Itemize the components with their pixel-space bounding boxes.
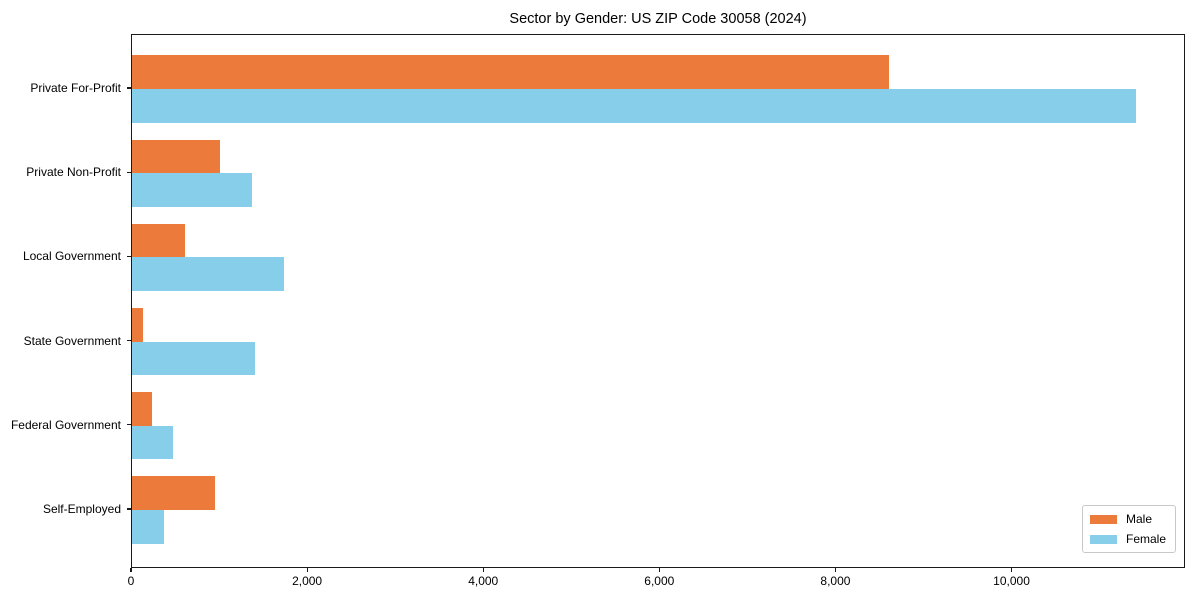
ytick-label-private-for-profit: Private For-Profit (30, 81, 121, 95)
legend-swatch-female (1089, 534, 1117, 544)
xtick-label-0: 0 (127, 574, 135, 588)
ytick-mark (127, 171, 131, 173)
ytick-mark (127, 87, 131, 89)
bar-female-federal-government (132, 425, 174, 460)
ytick-mark (127, 255, 131, 257)
bar-male-self-employed (132, 476, 215, 510)
bar-female-private-non-profit (132, 173, 252, 207)
ytick-mark (127, 508, 131, 510)
legend-entry-male: Male (1089, 512, 1166, 526)
xtick-label-4000: 4,000 (468, 574, 499, 588)
xtick-label-8000: 8,000 (820, 574, 851, 588)
plot-area: Male Female (131, 34, 1185, 568)
legend-swatch-male (1089, 514, 1117, 524)
xtick-mark (306, 568, 308, 572)
bar-male-private-non-profit (132, 139, 221, 174)
ytick-label-federal-government: Federal Government (10, 417, 121, 432)
ytick-mark (127, 340, 131, 342)
bar-male-local-government (132, 223, 185, 258)
xtick-label-10000: 10,000 (993, 574, 1030, 588)
xtick-mark (130, 568, 132, 572)
bar-female-self-employed (132, 510, 164, 544)
legend-label-female: Female (1125, 532, 1166, 546)
xtick-label-2000: 2,000 (292, 574, 323, 588)
ytick-mark (127, 424, 131, 426)
legend: Male Female (1081, 505, 1176, 553)
xtick-mark (1010, 568, 1013, 572)
bar-male-private-for-profit (132, 55, 890, 89)
bar-female-local-government (132, 257, 285, 292)
legend-entry-female: Female (1089, 532, 1166, 546)
ytick-label-state-government: State Government (23, 333, 121, 348)
bar-female-state-government (132, 341, 256, 376)
xtick-mark (834, 568, 836, 572)
ytick-label-private-non-profit: Private Non-Profit (26, 165, 121, 180)
bar-male-state-government (132, 307, 144, 342)
ytick-label-self-employed: Self-Employed (42, 502, 121, 516)
xtick-label-6000: 6,000 (644, 574, 675, 588)
legend-label-male: Male (1125, 512, 1152, 526)
xtick-mark (658, 568, 660, 572)
bar-female-private-for-profit (132, 89, 1136, 123)
chart-title: Sector by Gender: US ZIP Code 30058 (202… (509, 11, 807, 27)
bar-male-federal-government (132, 392, 153, 426)
xtick-mark (482, 568, 484, 572)
ytick-label-local-government: Local Government (22, 249, 121, 264)
